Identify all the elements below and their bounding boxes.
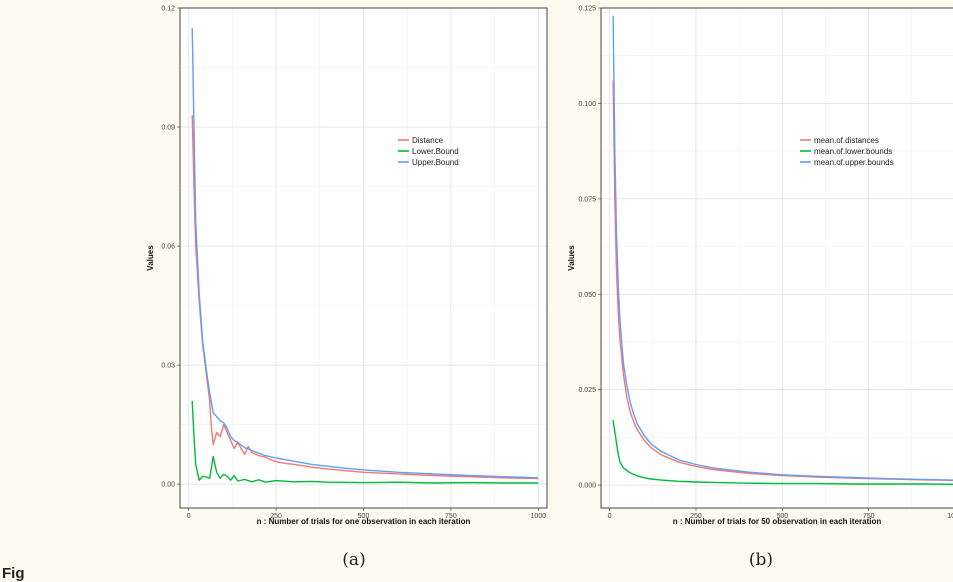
legend-label: mean.of.upper.bounds	[814, 158, 894, 167]
y-tick-label: 0.06	[161, 244, 175, 251]
chart-b: 0 250 500 750 1000 0.000 0.025 0.050 0.075 0.100 0…	[567, 6, 953, 570]
plot-border	[600, 7, 953, 509]
x-tick-label: 500	[358, 513, 370, 520]
legend-label: mean.of.lower.bounds	[814, 147, 892, 156]
y-tick-label: 0.025	[578, 387, 596, 394]
legend: Distance Lower.Bound Upper.Bound	[398, 136, 459, 167]
x-tick-label: 750	[863, 513, 875, 520]
x-tick-label: 500	[776, 513, 788, 520]
y-tick-label: 0.00	[161, 482, 175, 489]
y-tick-label: 0.09	[161, 125, 175, 132]
figure-label: Fig	[2, 565, 25, 582]
legend-label: Upper.Bound	[412, 158, 459, 167]
x-tick-label: 250	[270, 513, 282, 520]
y-tick-label: 0.000	[578, 483, 596, 490]
y-tick-label: 0.03	[161, 363, 175, 370]
chart-a: 0 250 500 750 1000 0.00 0.03 0.06 0.09 0.12 Distan…	[146, 6, 548, 570]
series-line-mean-of-lower-bounds	[612, 420, 953, 485]
x-axis-title: n : Number of trials for one observation…	[257, 517, 471, 526]
x-tick-label: 0	[187, 513, 191, 520]
x-tick-label: 1000	[947, 513, 953, 520]
x-tick-label: 250	[690, 513, 702, 520]
series-line-mean-of-upper-bounds	[612, 15, 953, 481]
y-tick-label: 0.125	[578, 6, 596, 13]
y-axis-title: Values	[146, 245, 155, 271]
plot-border	[179, 7, 548, 509]
subfigure-caption: (b)	[749, 550, 773, 570]
series-line-lower-bound	[191, 400, 539, 484]
x-axis-title: n : Number of trials for 50 observation …	[673, 517, 882, 526]
y-tick-label: 0.075	[578, 196, 596, 203]
x-tick-label: 0	[608, 513, 612, 520]
series-line-upper-bound	[191, 27, 539, 479]
series-line-mean-of-distances	[612, 80, 953, 482]
legend-label: Distance	[412, 136, 444, 145]
legend-label: mean.of.distances	[814, 136, 879, 145]
y-tick-label: 0.050	[578, 292, 596, 299]
x-tick-label: 750	[445, 513, 457, 520]
x-tick-label: 1000	[530, 513, 546, 520]
y-tick-label: 0.12	[161, 6, 175, 13]
legend-label: Lower.Bound	[412, 147, 459, 156]
legend: mean.of.distances mean.of.lower.bounds mea…	[800, 136, 894, 167]
subfigure-caption: (a)	[342, 550, 365, 570]
plot-panel	[601, 8, 953, 508]
series-line-distance	[191, 115, 539, 480]
y-axis-title: Values	[567, 245, 576, 271]
y-tick-label: 0.100	[578, 101, 596, 108]
